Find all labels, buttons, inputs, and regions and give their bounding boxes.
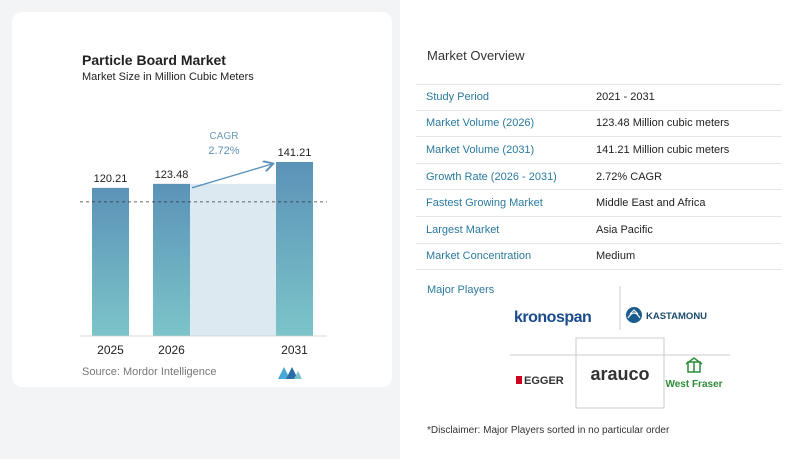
row-label: Growth Rate (2026 - 2031) — [426, 170, 557, 183]
row-label: Largest Market — [426, 223, 500, 236]
row-value: Middle East and Africa — [596, 197, 706, 210]
arauco-logo: arauco — [590, 364, 649, 384]
row-label: Fastest Growing Market — [426, 197, 543, 210]
players-title: Major Players — [427, 284, 495, 296]
cagr-value: 2.72% — [208, 145, 239, 157]
bar-2026 — [153, 183, 190, 336]
x-tick-label: 2031 — [281, 343, 308, 357]
row-label: Market Volume (2031) — [426, 143, 535, 156]
row-value: 123.48 Million cubic meters — [596, 117, 730, 130]
table-row: Market Volume (2031) 141.21 Million cubi… — [416, 137, 782, 164]
x-tick-label: 2025 — [97, 343, 124, 357]
west-fraser-logo: West Fraser — [665, 379, 722, 390]
major-players-logos: kronospan KASTAMONU EGGER arauco West Fr… — [510, 286, 730, 409]
row-label: Study Period — [426, 91, 489, 104]
bar-value-label: 123.48 — [155, 169, 189, 181]
kronospan-logo: kronospan — [514, 309, 591, 326]
overview-panel: Market Overview Study Period 2021 - 2031… — [400, 0, 800, 459]
row-label: Market Volume (2026) — [426, 117, 535, 130]
overview-table: Study Period 2021 - 2031 Market Volume (… — [416, 84, 782, 271]
table-row: Largest Market Asia Pacific — [416, 217, 782, 244]
kastamonu-logo: KASTAMONU — [646, 311, 707, 322]
overview-title: Market Overview — [427, 48, 525, 63]
kastamonu-logo-icon — [626, 307, 642, 323]
disclaimer: *Disclaimer: Major Players sorted in no … — [427, 425, 670, 436]
row-value: 2021 - 2031 — [596, 91, 655, 104]
west-fraser-logo-icon — [685, 357, 703, 373]
egger-logo: EGGER — [524, 375, 564, 387]
mordor-intelligence-logo-icon — [278, 367, 302, 379]
row-label: Market Concentration — [426, 250, 532, 263]
chart-subtitle: Market Size in Million Cubic Meters — [82, 71, 254, 83]
bar-chart: 120.21 2025 123.48 2026 141.21 2031 CAGR 2.72… — [80, 131, 327, 357]
bar-value-label: 141.21 — [278, 147, 312, 159]
table-row: Study Period 2021 - 2031 — [416, 84, 782, 111]
bar-2031 — [276, 162, 313, 336]
table-row: Fastest Growing Market Middle East and A… — [416, 190, 782, 217]
table-row: Market Volume (2026) 123.48 Million cubi… — [416, 111, 782, 138]
cagr-arrow-icon — [191, 164, 272, 189]
cagr-label: CAGR — [210, 131, 239, 142]
row-value: 2.72% CAGR — [596, 170, 663, 183]
row-value: Medium — [596, 250, 636, 263]
table-row: Market Concentration Medium — [416, 244, 782, 271]
row-value: Asia Pacific — [596, 223, 653, 236]
source-text: Source: Mordor Intelligence — [82, 366, 217, 378]
chart-card: Particle Board Market Market Size in Mil… — [12, 12, 392, 387]
row-value: 141.21 Million cubic meters — [596, 143, 730, 156]
egger-logo-mark-icon — [516, 376, 522, 384]
bar-value-label: 120.21 — [94, 173, 128, 185]
chart-title: Particle Board Market — [82, 52, 226, 68]
table-row: Growth Rate (2026 - 2031) 2.72% CAGR — [416, 164, 782, 191]
bar-2025 — [92, 187, 129, 336]
x-tick-label: 2026 — [158, 343, 185, 357]
growth-band — [190, 183, 276, 336]
